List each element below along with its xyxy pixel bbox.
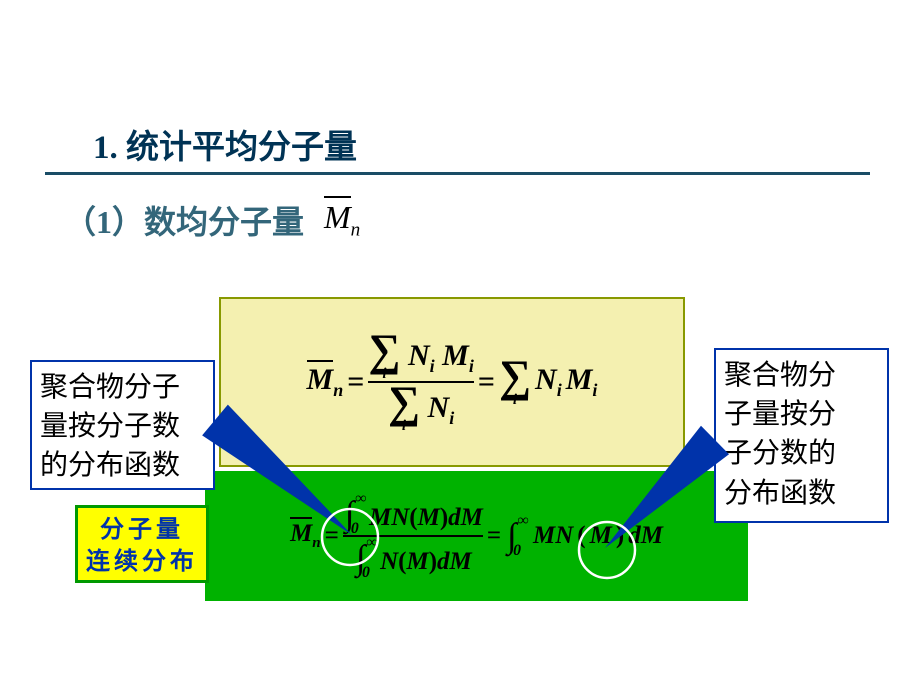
f2-eq1: =: [325, 522, 339, 550]
formula-box-continuous: Mn = ∫0∞ MN(M)dM ∫0∞ N(M)dM = ∫0∞ MN(M)d…: [205, 471, 748, 601]
f1-numerator: ∑ i Ni Mi: [368, 332, 473, 380]
f1-eq1: =: [347, 365, 364, 399]
subtitle-text: （1）数均分子量: [64, 197, 304, 243]
f2-rhs-mn: MN: [533, 522, 573, 550]
fraction-line-icon: [343, 535, 483, 537]
integral-icon: ∫0∞: [343, 494, 357, 534]
int-hi: ∞: [355, 490, 366, 508]
f1-fraction: ∑ i Ni Mi ∑ i Ni: [368, 332, 473, 432]
f1-num-m: M: [442, 339, 469, 372]
int-lo: 0: [362, 564, 370, 582]
lp: (: [577, 522, 585, 550]
rp: ): [429, 548, 437, 575]
integral-icon: ∫0∞: [505, 516, 519, 556]
sum-icon: ∑ i: [368, 332, 400, 380]
marg: M: [590, 522, 612, 550]
cr-l1: 聚合物分: [724, 360, 836, 391]
dm: dM: [437, 548, 472, 575]
f2-eq2: =: [487, 522, 501, 550]
f1-num-m-sub: i: [469, 356, 474, 376]
f2-numerator: ∫0∞ MN(M)dM: [343, 494, 483, 534]
section-title: 1. 统计平均分子量: [93, 120, 357, 168]
cr-l2: 子量按分: [724, 399, 836, 430]
dm: dM: [448, 504, 483, 531]
marg: M: [406, 548, 428, 575]
rp: ): [616, 522, 624, 550]
f2-lhs-sub: n: [312, 535, 320, 551]
f1-rhs-m-sub: i: [592, 380, 597, 400]
callout-left: 聚合物分子 量按分子数 的分布函数: [30, 360, 215, 490]
f1-eq2: =: [478, 365, 495, 399]
int-lo: 0: [513, 542, 521, 560]
f1-lhs-m: M: [307, 360, 334, 396]
symbol-sub-n: n: [351, 219, 361, 240]
f1-rhs-n: N: [535, 363, 557, 396]
f1-num-sum: ∑: [368, 332, 400, 368]
symbol-m: M: [324, 196, 351, 235]
f2-n: N: [380, 548, 398, 575]
int-lo: 0: [351, 520, 359, 538]
f1-den-sum-sub: i: [402, 420, 406, 432]
f1-num-n: N: [408, 339, 430, 372]
int-hi: ∞: [518, 512, 529, 530]
f1-num-n-sub: i: [430, 356, 435, 376]
cr-l4: 分布函数: [724, 478, 836, 509]
sum-icon: ∑ i: [388, 384, 420, 432]
cl-l1: 聚合物分子: [40, 372, 180, 403]
integral-icon: ∫0∞: [354, 538, 368, 578]
f2-lhs-m: M: [290, 517, 312, 547]
f1-denominator: ∑ i Ni: [388, 384, 454, 432]
f1-num-sum-sub: i: [382, 368, 386, 380]
title-underline: [45, 172, 870, 175]
cr-l3: 子分数的: [724, 438, 836, 469]
f2-denominator: ∫0∞ N(M)dM: [354, 538, 472, 578]
cl-l3: 的分布函数: [40, 450, 180, 481]
subtitle-symbol: Mn: [324, 199, 360, 241]
f1-lhs-sub: n: [333, 380, 343, 400]
f1-rhs-sum-sub: i: [513, 394, 517, 406]
f1-den-n: N: [428, 391, 450, 424]
continuous-dist-label: 分子量 连续分布: [75, 505, 209, 583]
formula-discrete: Mn = ∑ i Ni Mi ∑ i Ni: [307, 332, 598, 432]
lp: (: [409, 504, 417, 531]
f1-den-sum: ∑: [388, 384, 420, 420]
yb-l2: 连续分布: [86, 549, 198, 575]
formula-continuous: Mn = ∫0∞ MN(M)dM ∫0∞ N(M)dM = ∫0∞ MN(M)d…: [290, 494, 663, 578]
callout-right: 聚合物分 子量按分 子分数的 分布函数: [714, 348, 889, 523]
yb-l1: 分子量: [100, 517, 184, 543]
f1-rhs-sum: ∑: [499, 358, 531, 394]
f2-fraction: ∫0∞ MN(M)dM ∫0∞ N(M)dM: [343, 494, 483, 578]
f1-den-n-sub: i: [449, 408, 454, 428]
slide: 1. 统计平均分子量 （1）数均分子量 Mn Mn = ∑ i Ni Mi: [0, 0, 920, 690]
f1-rhs-n-sub: i: [557, 380, 562, 400]
cl-l2: 量按分子数: [40, 411, 180, 442]
sum-icon: ∑ i: [499, 358, 531, 406]
f2-mn: MN: [369, 504, 409, 531]
rp: ): [440, 504, 448, 531]
int-hi: ∞: [366, 534, 377, 552]
subtitle-row: （1）数均分子量 Mn: [64, 197, 360, 243]
f1-rhs-m: M: [566, 363, 593, 396]
marg: M: [418, 504, 440, 531]
formula-box-discrete: Mn = ∑ i Ni Mi ∑ i Ni: [219, 297, 685, 467]
dm: dM: [628, 522, 663, 550]
